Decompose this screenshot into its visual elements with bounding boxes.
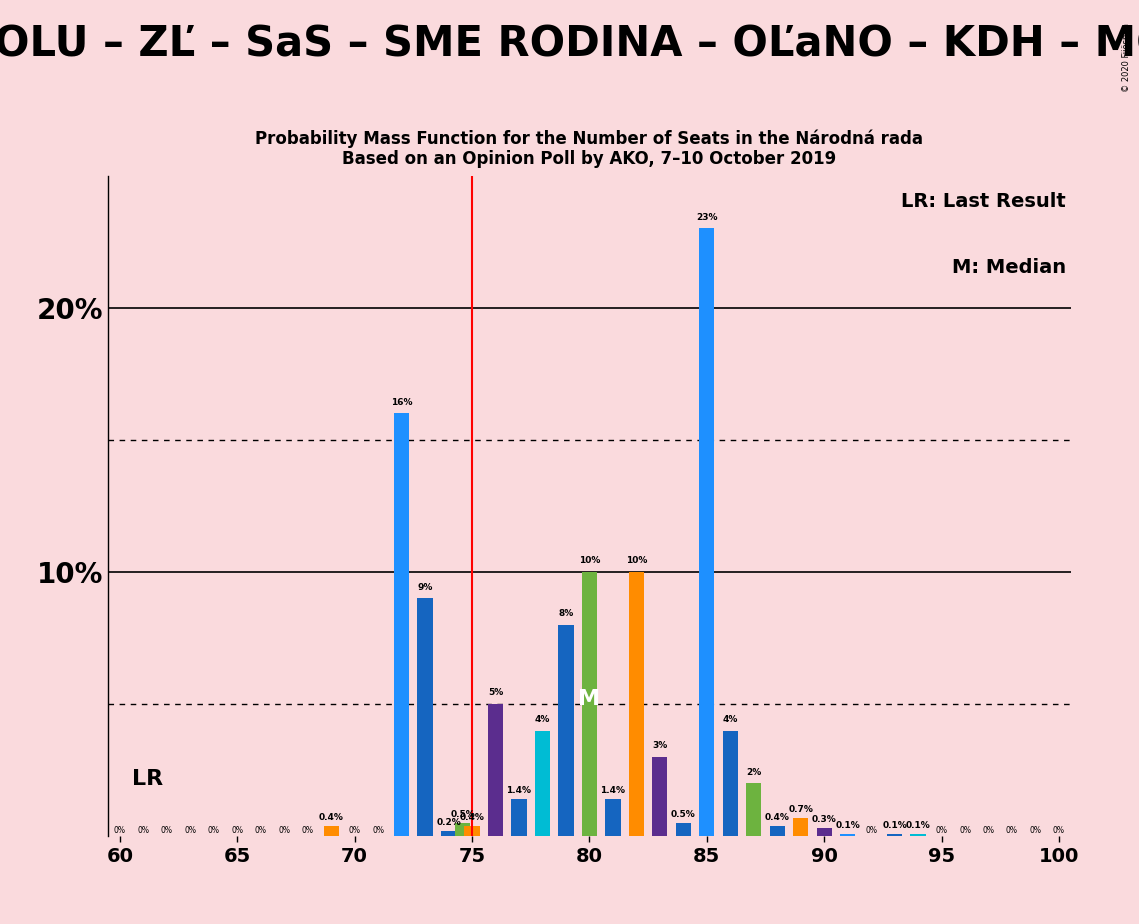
Bar bbox=[699, 228, 714, 836]
Bar bbox=[910, 833, 926, 836]
Bar bbox=[817, 828, 831, 836]
Bar bbox=[558, 625, 574, 836]
Text: OLU – ZĽ – SaS – SME RODINA – OĽaNO – KDH – MOS: OLU – ZĽ – SaS – SME RODINA – OĽaNO – KD… bbox=[0, 23, 1139, 65]
Text: LR: Last Result: LR: Last Result bbox=[901, 192, 1066, 211]
Text: 0%: 0% bbox=[231, 826, 244, 835]
Text: 0.3%: 0.3% bbox=[812, 815, 836, 824]
Bar bbox=[582, 572, 597, 836]
Text: 4%: 4% bbox=[722, 715, 738, 723]
Bar bbox=[394, 413, 409, 836]
Text: 0.4%: 0.4% bbox=[319, 813, 344, 821]
Bar bbox=[770, 826, 785, 836]
Bar bbox=[746, 784, 761, 836]
Text: 0%: 0% bbox=[1006, 826, 1018, 835]
Text: 0%: 0% bbox=[207, 826, 220, 835]
Text: LR: LR bbox=[132, 769, 163, 789]
Text: 0%: 0% bbox=[255, 826, 267, 835]
Text: 0.1%: 0.1% bbox=[883, 821, 907, 830]
Text: 0%: 0% bbox=[1052, 826, 1065, 835]
Text: 0%: 0% bbox=[1030, 826, 1041, 835]
Text: 0.1%: 0.1% bbox=[906, 821, 931, 830]
Bar bbox=[653, 757, 667, 836]
Text: 0.7%: 0.7% bbox=[788, 805, 813, 814]
Bar bbox=[441, 831, 457, 836]
Text: 1.4%: 1.4% bbox=[600, 786, 625, 796]
Bar bbox=[418, 599, 433, 836]
Text: 0.4%: 0.4% bbox=[460, 813, 484, 821]
Text: 0%: 0% bbox=[138, 826, 149, 835]
Text: 1.4%: 1.4% bbox=[507, 786, 532, 796]
Text: 10%: 10% bbox=[579, 556, 600, 565]
Text: 2%: 2% bbox=[746, 768, 761, 777]
Text: 0%: 0% bbox=[114, 826, 126, 835]
Bar bbox=[675, 823, 691, 836]
Text: 0%: 0% bbox=[349, 826, 361, 835]
Bar bbox=[511, 799, 526, 836]
Text: M: Median: M: Median bbox=[952, 258, 1066, 277]
Text: 23%: 23% bbox=[696, 213, 718, 222]
Text: 0%: 0% bbox=[278, 826, 290, 835]
Text: 0%: 0% bbox=[372, 826, 384, 835]
Text: 4%: 4% bbox=[535, 715, 550, 723]
Text: 0.2%: 0.2% bbox=[436, 818, 461, 827]
Bar bbox=[722, 731, 738, 836]
Text: M: M bbox=[579, 688, 600, 709]
Text: 0%: 0% bbox=[185, 826, 196, 835]
Bar bbox=[841, 833, 855, 836]
Text: 0.4%: 0.4% bbox=[764, 813, 789, 821]
Bar bbox=[456, 823, 470, 836]
Bar bbox=[487, 704, 503, 836]
Bar bbox=[323, 826, 338, 836]
Text: 0%: 0% bbox=[866, 826, 877, 835]
Text: 16%: 16% bbox=[391, 398, 412, 407]
Text: 0.5%: 0.5% bbox=[671, 810, 696, 819]
Text: 3%: 3% bbox=[653, 741, 667, 750]
Text: © 2020 Fijösnen: © 2020 Fijösnen bbox=[1122, 23, 1131, 92]
Text: 10%: 10% bbox=[625, 556, 647, 565]
Bar bbox=[629, 572, 644, 836]
Bar bbox=[793, 818, 809, 836]
Bar bbox=[465, 826, 480, 836]
Bar bbox=[887, 833, 902, 836]
Text: 0%: 0% bbox=[161, 826, 173, 835]
Bar bbox=[605, 799, 621, 836]
Text: 9%: 9% bbox=[417, 583, 433, 591]
Text: 0.5%: 0.5% bbox=[450, 810, 475, 819]
Text: 0%: 0% bbox=[983, 826, 994, 835]
Text: 8%: 8% bbox=[558, 609, 574, 618]
Text: 0%: 0% bbox=[959, 826, 972, 835]
Text: 0%: 0% bbox=[935, 826, 948, 835]
Text: 5%: 5% bbox=[487, 688, 503, 698]
Title: Probability Mass Function for the Number of Seats in the Národná rada
Based on a: Probability Mass Function for the Number… bbox=[255, 129, 924, 168]
Bar bbox=[535, 731, 550, 836]
Text: 0.1%: 0.1% bbox=[835, 821, 860, 830]
Text: 0%: 0% bbox=[302, 826, 313, 835]
